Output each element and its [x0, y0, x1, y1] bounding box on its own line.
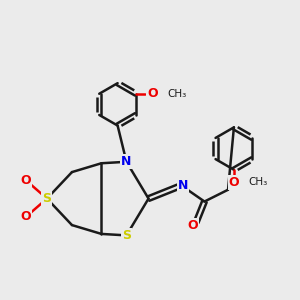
- Text: N: N: [178, 179, 188, 192]
- Text: CH₃: CH₃: [249, 177, 268, 187]
- Text: CH₃: CH₃: [167, 89, 187, 99]
- Text: O: O: [229, 176, 239, 189]
- Text: O: O: [20, 210, 31, 223]
- Text: O: O: [188, 219, 198, 232]
- Text: O: O: [147, 87, 158, 100]
- Text: O: O: [20, 174, 31, 187]
- Text: S: S: [42, 192, 51, 205]
- Text: N: N: [121, 155, 132, 168]
- Text: S: S: [122, 229, 131, 242]
